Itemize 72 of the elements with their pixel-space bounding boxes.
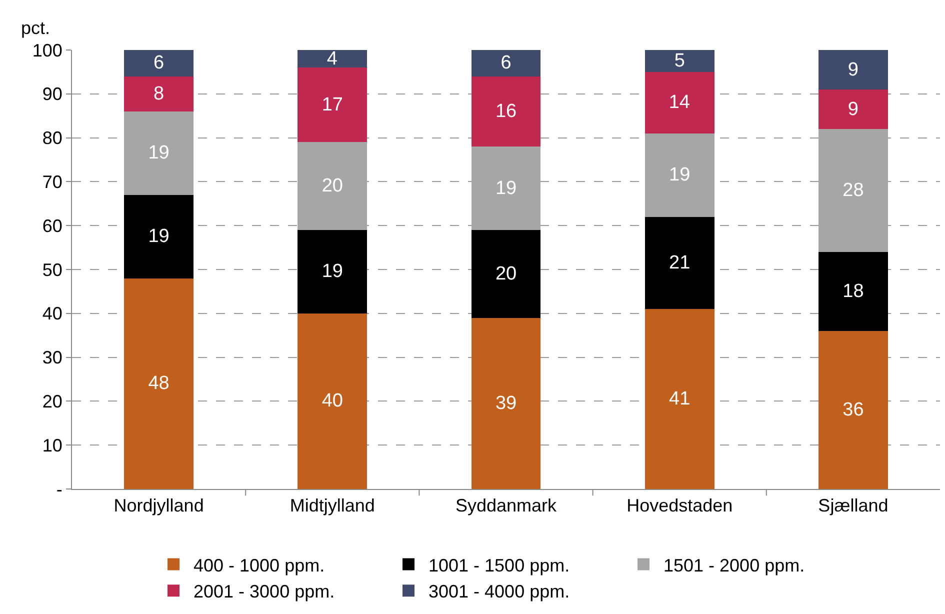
bar bbox=[471, 318, 541, 489]
y-tick-label: 60 bbox=[42, 216, 62, 236]
x-tick-label: Hovedstaden bbox=[626, 496, 733, 516]
data-label: 40 bbox=[322, 390, 343, 412]
data-label: 20 bbox=[495, 263, 517, 284]
bar bbox=[298, 313, 368, 489]
data-label: 19 bbox=[322, 261, 343, 282]
data-label: 16 bbox=[495, 100, 517, 122]
y-tick-label: 30 bbox=[42, 348, 62, 368]
y-tick-label: 80 bbox=[42, 128, 62, 148]
bar bbox=[471, 230, 541, 318]
bar bbox=[818, 90, 888, 130]
legend-label: 1501 - 2000 ppm. bbox=[664, 555, 805, 576]
data-label: 14 bbox=[668, 92, 690, 114]
y-tick-label: 40 bbox=[42, 304, 62, 324]
bar bbox=[818, 50, 888, 90]
x-tick-label: Sjælland bbox=[818, 496, 888, 516]
legend-label: 400 - 1000 ppm. bbox=[194, 555, 325, 576]
data-label: 18 bbox=[842, 280, 864, 302]
bar bbox=[471, 76, 541, 147]
bar bbox=[298, 142, 368, 230]
y-tick-label: - bbox=[56, 479, 62, 500]
data-label: 48 bbox=[148, 373, 170, 394]
data-label: 39 bbox=[495, 392, 517, 414]
data-label: 20 bbox=[322, 176, 343, 197]
y-tick-label: 50 bbox=[42, 260, 62, 280]
data-label: 21 bbox=[669, 252, 690, 274]
data-label: 8 bbox=[154, 83, 164, 104]
bar bbox=[298, 68, 368, 142]
y-tick-label: 10 bbox=[42, 435, 62, 456]
data-label: 17 bbox=[322, 94, 343, 116]
data-label: 6 bbox=[500, 52, 512, 74]
data-label: 19 bbox=[148, 142, 170, 164]
data-label: 19 bbox=[669, 164, 690, 186]
bar bbox=[818, 330, 888, 489]
y-tick-label: 70 bbox=[42, 172, 62, 192]
data-label: 6 bbox=[154, 52, 164, 74]
data-label: 19 bbox=[495, 178, 517, 199]
bar bbox=[471, 50, 541, 76]
data-label: 9 bbox=[848, 59, 858, 80]
bar bbox=[644, 216, 714, 310]
bar bbox=[471, 146, 541, 230]
x-tick-label: Syddanmark bbox=[455, 496, 558, 516]
bar bbox=[124, 111, 194, 195]
data-label: 9 bbox=[848, 98, 858, 120]
data-label: 19 bbox=[148, 226, 170, 248]
bar bbox=[644, 309, 714, 489]
legend-label: 3001 - 4000 ppm. bbox=[428, 582, 570, 602]
x-tick-label: Nordjylland bbox=[114, 496, 204, 516]
legend-label: 2001 - 3000 ppm. bbox=[194, 582, 335, 602]
bar bbox=[644, 133, 714, 217]
data-label: 28 bbox=[842, 180, 864, 201]
data-label: 41 bbox=[669, 388, 690, 410]
data-label: 5 bbox=[674, 50, 685, 72]
bar bbox=[818, 252, 888, 331]
bar bbox=[124, 278, 194, 489]
y-tick-label: 100 bbox=[32, 40, 62, 60]
x-tick-label: Midtjylland bbox=[290, 496, 375, 516]
bar bbox=[298, 50, 368, 68]
bar bbox=[124, 76, 194, 112]
data-label: 4 bbox=[326, 48, 338, 70]
bar bbox=[124, 194, 194, 278]
bar bbox=[644, 72, 714, 134]
bar bbox=[298, 230, 368, 314]
y-tick-label: 90 bbox=[42, 84, 62, 104]
data-label: 36 bbox=[842, 399, 864, 420]
legend-label: 1001 - 1500 ppm. bbox=[428, 555, 570, 576]
y-axis-title: pct. bbox=[21, 18, 50, 38]
bar bbox=[644, 50, 714, 72]
bar bbox=[124, 50, 194, 76]
bar bbox=[818, 129, 888, 252]
y-tick-label: 20 bbox=[42, 392, 62, 412]
